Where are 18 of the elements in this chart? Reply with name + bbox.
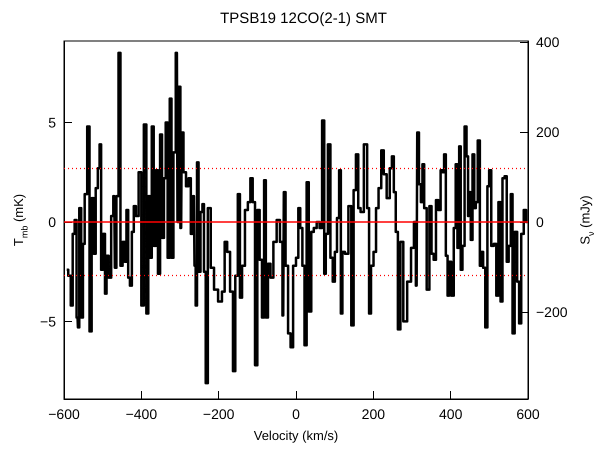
y2-tick-label: 400 (536, 34, 560, 50)
y-tick-label: −5 (40, 313, 56, 330)
y2-axis-title: Sν (mJy) (577, 195, 596, 245)
x-tick-label: −600 (48, 406, 80, 422)
x-tick-label: 400 (438, 406, 463, 422)
y-tick-label: 0 (48, 214, 56, 230)
x-tick-label: −200 (202, 406, 235, 422)
y2-tick-label: −200 (536, 304, 568, 320)
x-tick-label: −400 (126, 406, 158, 422)
x-axis-title: Velocity (km/s) (254, 428, 338, 443)
chart-title: TPSB19 12CO(2-1) SMT (220, 10, 387, 27)
y2-tick-label: 200 (536, 124, 560, 140)
y-tick-label: 5 (48, 114, 56, 131)
x-tick-label: 0 (292, 406, 300, 422)
x-tick-label: 600 (516, 406, 540, 422)
y-axis-title: Tmb (mK) (11, 194, 30, 246)
y2-tick-label: 0 (536, 214, 544, 230)
x-tick-label: 200 (362, 406, 386, 422)
